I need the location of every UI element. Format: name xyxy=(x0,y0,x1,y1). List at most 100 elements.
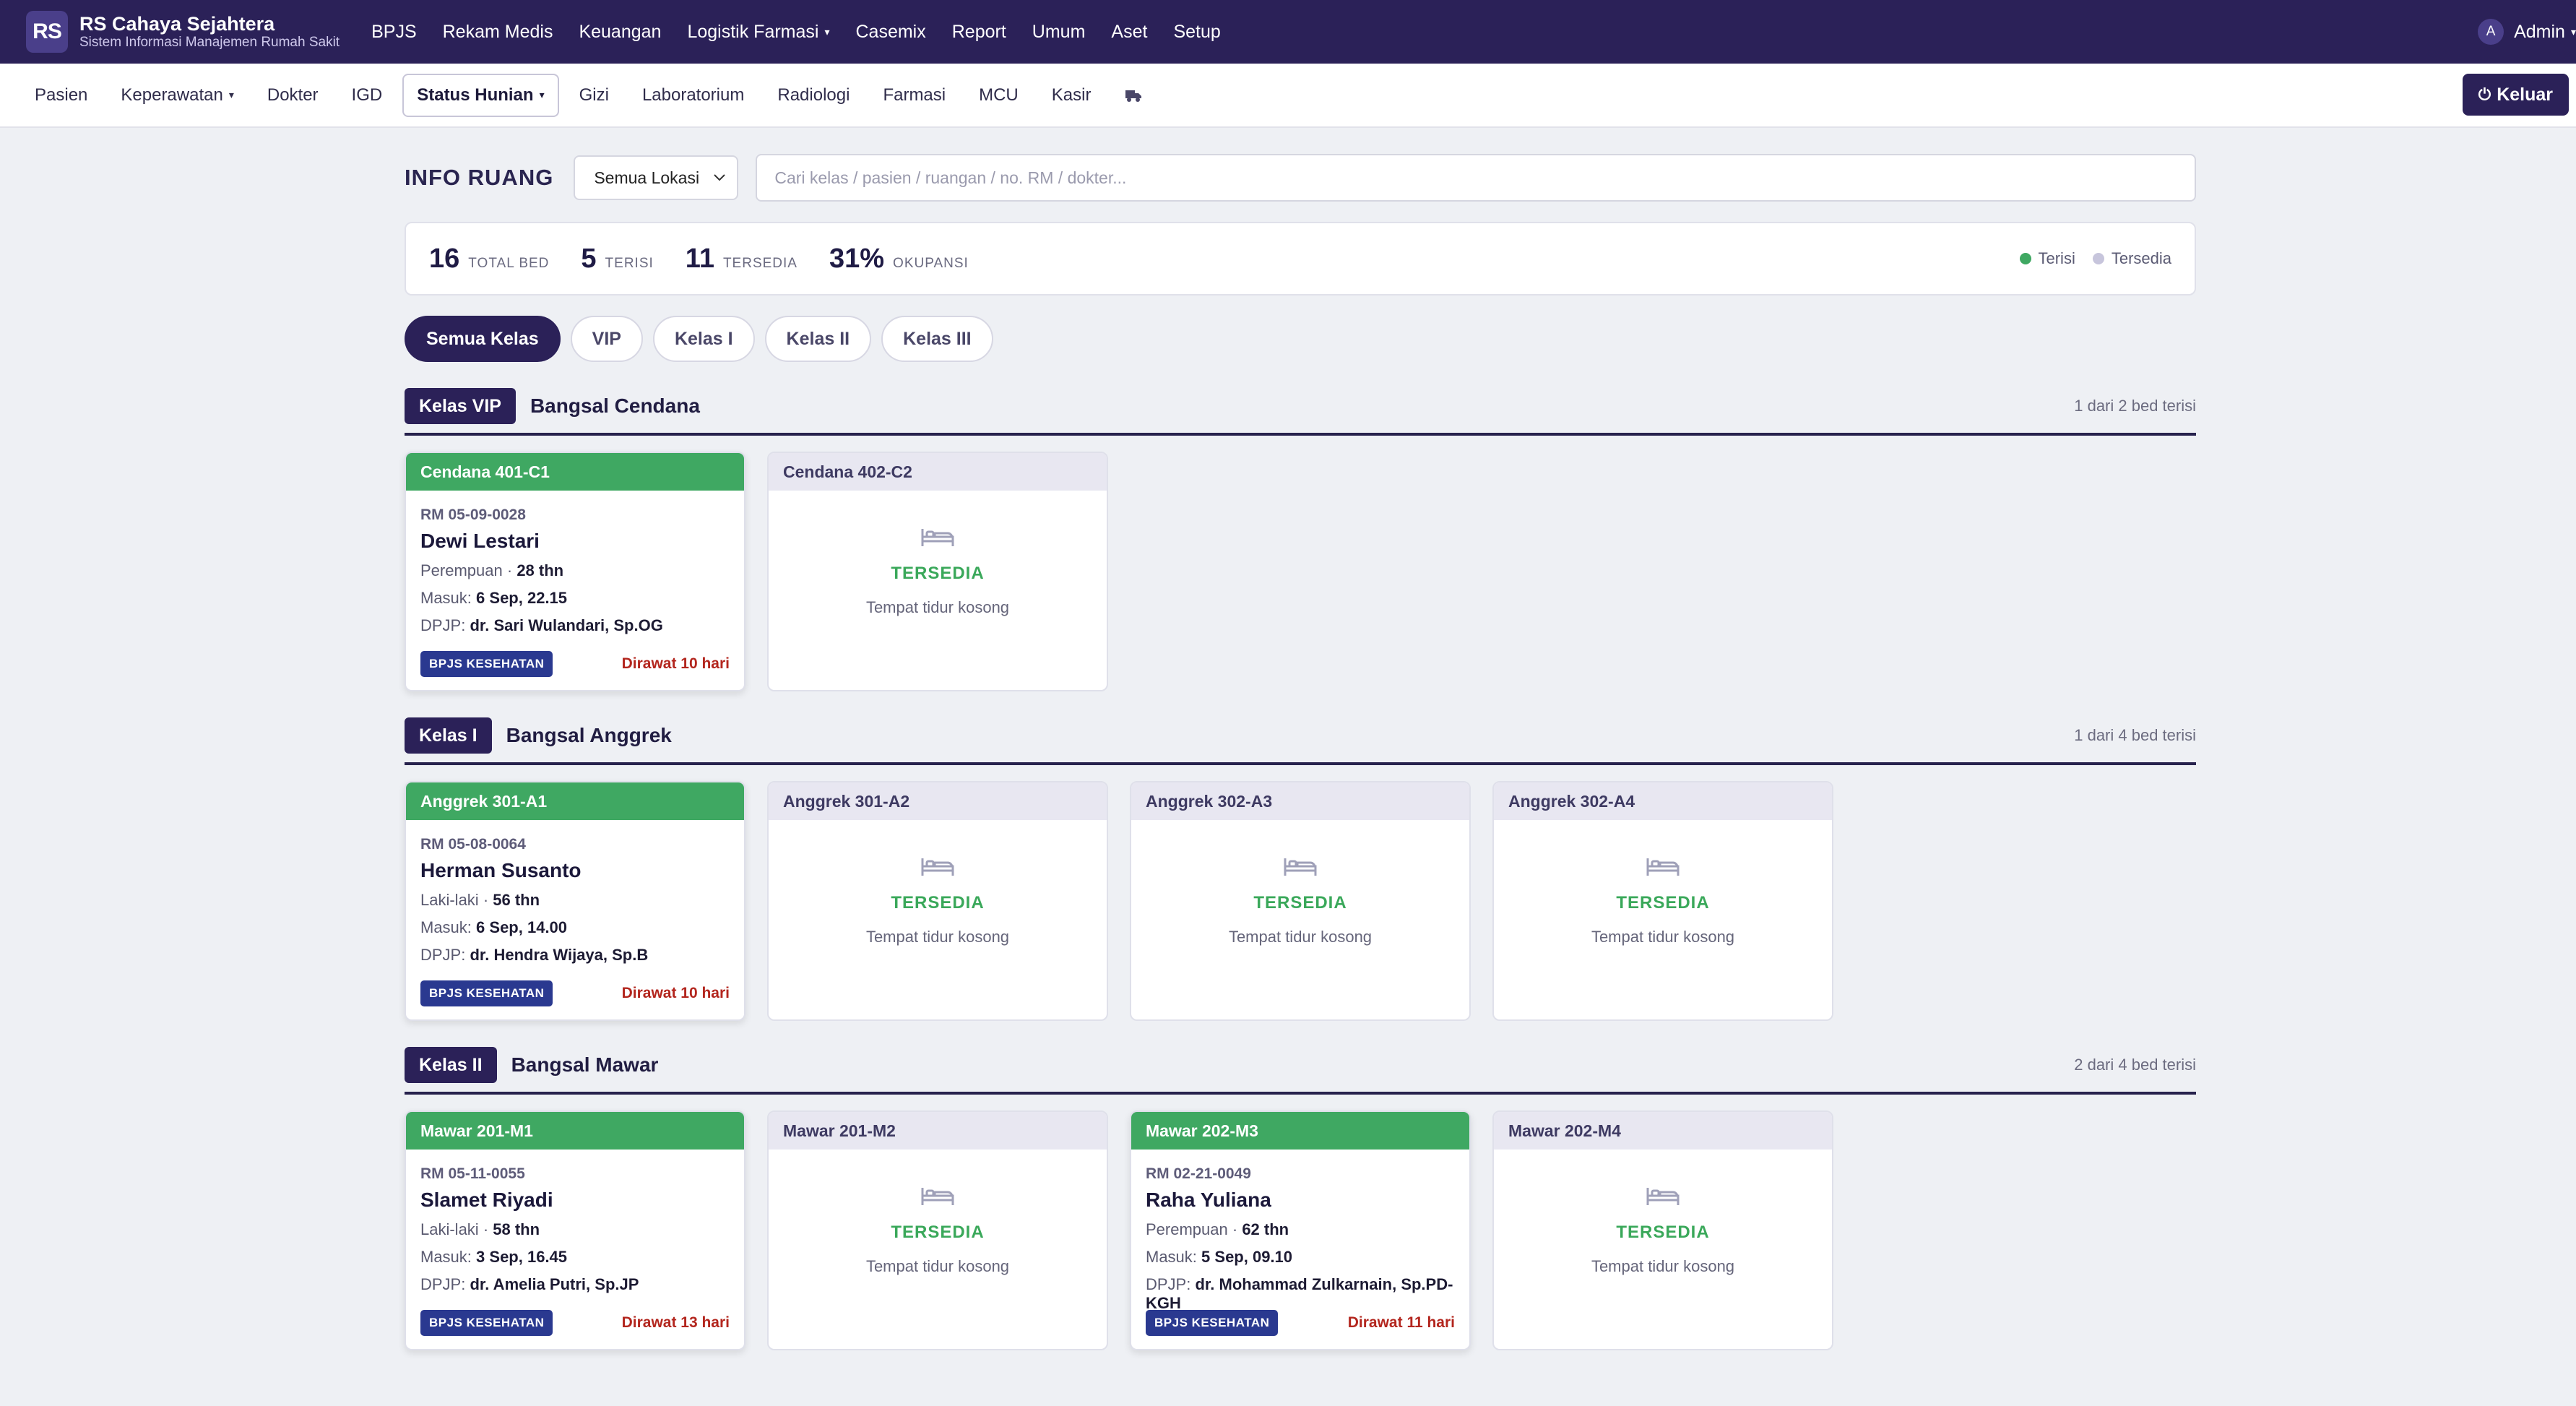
patient-demographics: Perempuan · 62 thn xyxy=(1146,1220,1289,1238)
tab-dokter[interactable]: Dokter xyxy=(267,85,319,105)
bed-card-available[interactable]: Anggrek 301-A2 TERSEDIA Tempat tidur kos… xyxy=(767,781,1108,1021)
bed-card-available[interactable]: Anggrek 302-A3 TERSEDIA Tempat tidur kos… xyxy=(1130,781,1471,1021)
insurance-badge: BPJS KESEHATAN xyxy=(420,980,553,1006)
patient-demographics: Laki-laki · 58 thn xyxy=(420,1220,540,1238)
attending-doctor: DPJP: dr. Sari Wulandari, Sp.OG xyxy=(420,616,663,634)
bed-code: Mawar 201-M1 xyxy=(406,1112,744,1150)
tab-mcu[interactable]: MCU xyxy=(979,85,1019,105)
main-menu: BPJS Rekam Medis Keuangan Logistik Farma… xyxy=(371,22,1247,43)
availability-note: Tempat tidur kosong xyxy=(1228,928,1373,946)
menu-rekam-medis[interactable]: Rekam Medis xyxy=(442,21,553,42)
filter-kelas-ii[interactable]: Kelas II xyxy=(764,316,872,362)
filter-vip[interactable]: VIP xyxy=(570,316,643,362)
legend-tersedia: Tersedia xyxy=(2092,249,2171,268)
menu-aset[interactable]: Aset xyxy=(1111,21,1148,42)
top-navbar: RS RS Cahaya Sejahtera Sistem Informasi … xyxy=(0,0,2576,64)
medical-record-number: RM 05-09-0028 xyxy=(420,506,526,523)
bed-code: Mawar 201-M2 xyxy=(769,1112,1107,1150)
tab-igd[interactable]: IGD xyxy=(351,85,383,105)
location-select[interactable]: Semua Lokasi xyxy=(574,155,739,200)
bed-card-available[interactable]: Anggrek 302-A4 TERSEDIA Tempat tidur kos… xyxy=(1492,781,1833,1021)
app-logo[interactable]: RS xyxy=(26,11,68,53)
divider xyxy=(405,762,2196,765)
patient-name: Raha Yuliana xyxy=(1146,1189,1271,1211)
bed-card-occupied[interactable]: Mawar 201-M1 RM 05-11-0055 Slamet Riyadi… xyxy=(405,1110,745,1350)
length-of-stay: Dirawat 13 hari xyxy=(621,1314,730,1331)
bed-card-available[interactable]: Cendana 402-C2 TERSEDIA Tempat tidur kos… xyxy=(767,452,1108,691)
menu-casemix[interactable]: Casemix xyxy=(855,21,926,42)
attending-doctor: DPJP: dr. Amelia Putri, Sp.JP xyxy=(420,1275,639,1293)
admission-time: Masuk: 6 Sep, 22.15 xyxy=(420,589,568,607)
ward-name: Bangsal Mawar xyxy=(511,1053,659,1076)
tab-ambulance[interactable] xyxy=(1111,77,1156,113)
bed-grid: Mawar 201-M1 RM 05-11-0055 Slamet Riyadi… xyxy=(405,1110,2196,1350)
tab-gizi[interactable]: Gizi xyxy=(579,85,609,105)
bed-card-available[interactable]: Mawar 201-M2 TERSEDIA Tempat tidur koson… xyxy=(767,1110,1108,1350)
legend-dot xyxy=(2019,253,2031,264)
medical-record-number: RM 02-21-0049 xyxy=(1146,1165,1251,1182)
menu-keuangan[interactable]: Keuangan xyxy=(579,21,662,42)
ward-occupancy: 1 dari 2 bed terisi xyxy=(2074,397,2196,415)
admission-time: Masuk: 6 Sep, 14.00 xyxy=(420,918,568,936)
app-subtitle: Sistem Informasi Manajemen Rumah Sakit xyxy=(79,35,340,50)
ward-section: Kelas II Bangsal Mawar 2 dari 4 bed terisi… xyxy=(405,1047,2196,1350)
bed-code: Mawar 202-M3 xyxy=(1131,1112,1469,1150)
admission-time: Masuk: 3 Sep, 16.45 xyxy=(420,1248,568,1266)
availability-note: Tempat tidur kosong xyxy=(865,598,1010,616)
tab-laboratorium[interactable]: Laboratorium xyxy=(641,85,745,105)
class-badge: Kelas VIP xyxy=(405,388,516,424)
availability-status: TERSEDIA xyxy=(1616,893,1710,913)
tab-status-hunian[interactable]: Status Hunian ▾ xyxy=(402,73,559,117)
availability-note: Tempat tidur kosong xyxy=(1591,928,1735,946)
filter-kelas-iii[interactable]: Kelas III xyxy=(881,316,993,362)
tab-pasien[interactable]: Pasien xyxy=(35,85,88,105)
availability-note: Tempat tidur kosong xyxy=(1591,1257,1735,1275)
length-of-stay: Dirawat 10 hari xyxy=(621,655,730,672)
availability-status: TERSEDIA xyxy=(1616,1222,1710,1242)
bed-grid: Cendana 401-C1 RM 05-09-0028 Dewi Lestar… xyxy=(405,452,2196,691)
patient-name: Dewi Lestari xyxy=(420,530,540,552)
ward-occupancy: 1 dari 4 bed terisi xyxy=(2074,726,2196,744)
tab-radiologi[interactable]: Radiologi xyxy=(777,85,850,105)
medical-record-number: RM 05-08-0064 xyxy=(420,836,526,853)
availability-status: TERSEDIA xyxy=(891,893,985,913)
stat-tersedia: 11 TERSEDIA xyxy=(685,243,798,274)
bed-card-occupied[interactable]: Cendana 401-C1 RM 05-09-0028 Dewi Lestar… xyxy=(405,452,745,691)
chevron-down-icon: ▾ xyxy=(228,89,234,100)
stat-total-bed: 16 TOTAL BED xyxy=(429,243,550,274)
length-of-stay: Dirawat 10 hari xyxy=(621,985,730,1001)
bed-card-occupied[interactable]: Anggrek 301-A1 RM 05-08-0064 Herman Susa… xyxy=(405,781,745,1021)
menu-bpjs[interactable]: BPJS xyxy=(371,21,417,42)
chevron-down-icon xyxy=(714,174,726,181)
power-icon: ⏻ xyxy=(2478,85,2491,103)
filter-kelas-i[interactable]: Kelas I xyxy=(652,316,755,362)
menu-report[interactable]: Report xyxy=(951,21,1006,42)
user-menu[interactable]: A Admin ▾ xyxy=(2478,0,2576,64)
logout-button[interactable]: ⏻ Keluar xyxy=(2462,74,2569,116)
search-input[interactable]: Cari kelas / pasien / ruangan / no. RM /… xyxy=(756,154,2196,202)
class-badge: Kelas II xyxy=(405,1047,497,1083)
bed-code: Anggrek 301-A2 xyxy=(769,782,1107,820)
menu-setup[interactable]: Setup xyxy=(1173,21,1221,42)
tab-kasir[interactable]: Kasir xyxy=(1051,85,1092,105)
chevron-down-icon: ▾ xyxy=(539,89,545,100)
bed-code: Mawar 202-M4 xyxy=(1494,1112,1832,1150)
bed-card-available[interactable]: Mawar 202-M4 TERSEDIA Tempat tidur koson… xyxy=(1492,1110,1833,1350)
bed-code: Anggrek 302-A4 xyxy=(1494,782,1832,820)
tab-farmasi[interactable]: Farmasi xyxy=(883,85,946,105)
avatar: A xyxy=(2478,19,2504,45)
ward-section: Kelas VIP Bangsal Cendana 1 dari 2 bed ter… xyxy=(405,388,2196,691)
tab-keperawatan[interactable]: Keperawatan ▾ xyxy=(121,85,234,105)
menu-umum[interactable]: Umum xyxy=(1032,21,1086,42)
divider xyxy=(405,1092,2196,1095)
availability-note: Tempat tidur kosong xyxy=(865,928,1010,946)
bed-code: Anggrek 301-A1 xyxy=(406,782,744,820)
ward-occupancy: 2 dari 4 bed terisi xyxy=(2074,1056,2196,1074)
class-badge: Kelas I xyxy=(405,717,492,754)
menu-logistik-farmasi[interactable]: Logistik Farmasi ▾ xyxy=(687,21,830,42)
patient-name: Herman Susanto xyxy=(420,859,582,881)
filter-semua-kelas[interactable]: Semua Kelas xyxy=(405,316,561,362)
bed-code: Cendana 401-C1 xyxy=(406,453,744,491)
bed-card-occupied[interactable]: Mawar 202-M3 RM 02-21-0049 Raha Yuliana … xyxy=(1130,1110,1471,1350)
bed-icon xyxy=(1646,1188,1680,1205)
